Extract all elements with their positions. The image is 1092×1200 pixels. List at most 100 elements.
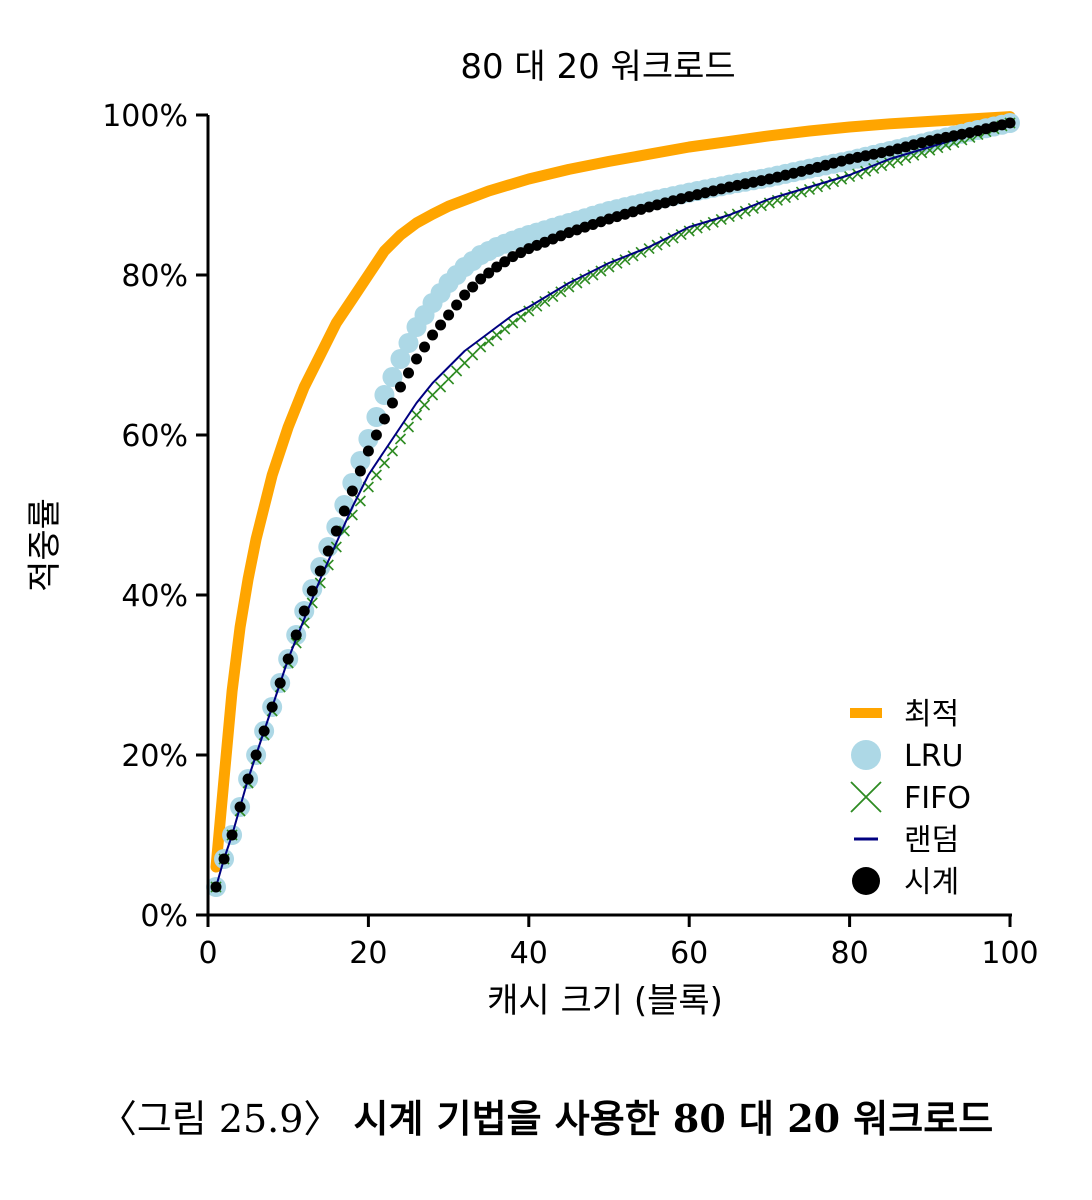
fifo-point [876, 160, 888, 172]
fifo-point [394, 433, 407, 445]
lru-point [342, 473, 363, 493]
clock-point [1004, 117, 1016, 129]
legend-item: FIFO [850, 781, 971, 816]
clock-point [443, 309, 455, 321]
lru-point [382, 367, 403, 387]
clock-point [354, 465, 366, 477]
fifo-point [386, 445, 399, 457]
fifo-point [507, 317, 519, 329]
clock-point [499, 256, 511, 268]
fifo-point [499, 323, 511, 335]
x-tick-label: 100 [981, 936, 1038, 971]
clock-point [427, 329, 439, 341]
chart-title: 80 대 20 워크로드 [460, 47, 735, 87]
fifo-point [475, 341, 487, 353]
legend-item: 최적 [850, 697, 959, 732]
fifo-point [555, 286, 567, 298]
x-tick-label: 20 [349, 936, 387, 971]
clock-point [274, 677, 286, 689]
clock-point [451, 299, 463, 311]
clock-point [394, 381, 406, 393]
y-tick-label: 0% [140, 899, 188, 934]
fifo-point [563, 281, 575, 293]
fifo-point [483, 335, 495, 347]
clock-point [266, 701, 278, 713]
fifo-point [491, 329, 503, 341]
clock-point [467, 281, 479, 293]
y-tick-label: 40% [121, 579, 188, 614]
series-lru [206, 113, 1020, 897]
legend-label: LRU [904, 739, 964, 774]
clock-point [386, 397, 398, 409]
y-tick-label: 80% [121, 259, 188, 294]
legend-swatch-circle [851, 740, 881, 770]
series-line-optimal [210, 111, 1016, 873]
legend-label: 최적 [904, 697, 959, 732]
lru-point [390, 349, 411, 369]
clock-point [226, 829, 238, 841]
clock-point [378, 413, 390, 425]
series-optimal [210, 111, 1016, 873]
clock-point [234, 801, 246, 813]
fifo-point [675, 228, 687, 241]
clock-point [483, 267, 495, 279]
clock-point [290, 629, 302, 641]
fifo-point [547, 291, 559, 303]
x-tick-label: 0 [198, 936, 217, 971]
figure-caption-text: 시계 기법을 사용한 80 대 20 워크로드 [353, 1096, 994, 1141]
y-axis: 0% 20% 40% 60% 80% 100% [102, 99, 210, 934]
fifo-point [611, 257, 623, 269]
fifo-point [539, 295, 551, 307]
clock-point [362, 445, 374, 457]
fifo-point [755, 200, 767, 212]
figure-caption: 〈그림 25.9〉 시계 기법을 사용한 80 대 20 워크로드 [0, 1088, 1092, 1143]
x-axis-title: 캐시 크기 (블록) [487, 981, 723, 1021]
clock-point [306, 585, 318, 597]
clock-point [370, 429, 382, 441]
legend-item: LRU [851, 739, 964, 774]
legend-swatch-dot [852, 867, 880, 895]
series-clock [210, 117, 1016, 893]
legend-label: FIFO [904, 781, 971, 816]
clock-point [419, 341, 431, 353]
hit-rate-chart: 80 대 20 워크로드 0 20 40 60 80 100 0% 20% 40% 60% 80%… [25, 47, 1039, 1021]
clock-point [411, 353, 423, 365]
clock-point [314, 565, 326, 577]
x-tick-label: 60 [670, 936, 708, 971]
figure-caption-prefix: 〈그림 25.9〉 [98, 1097, 342, 1141]
x-tick-label: 40 [510, 936, 548, 971]
clock-point [282, 653, 294, 665]
legend-label: 시계 [904, 865, 959, 900]
clock-point [330, 525, 342, 537]
fifo-point [402, 421, 415, 433]
clock-point [210, 881, 222, 893]
fifo-point [531, 300, 543, 312]
plot-area [206, 111, 1020, 897]
clock-point [258, 725, 270, 737]
clock-point [218, 853, 230, 865]
x-axis: 0 20 40 60 80 100 [198, 913, 1039, 971]
fifo-point [370, 469, 382, 481]
clock-point [435, 319, 447, 331]
legend-label: 랜덤 [904, 823, 959, 858]
x-tick-label: 80 [831, 936, 869, 971]
clock-point [459, 289, 471, 301]
clock-point [322, 545, 334, 557]
clock-point [475, 273, 487, 285]
clock-point [491, 261, 503, 273]
fifo-point [667, 232, 679, 244]
legend-swatch-x [850, 781, 882, 813]
lru-point [398, 333, 419, 353]
y-axis-title: 적중률 [25, 498, 65, 592]
y-tick-label: 60% [121, 419, 188, 454]
legend-item: 랜덤 [854, 823, 959, 858]
y-tick-label: 100% [102, 99, 188, 134]
clock-point [403, 367, 414, 379]
clock-point [338, 505, 350, 517]
clock-point [250, 749, 262, 761]
series-fifo [210, 117, 1016, 893]
fifo-point [378, 457, 391, 469]
fifo-point [418, 399, 431, 411]
clock-point [346, 485, 358, 497]
